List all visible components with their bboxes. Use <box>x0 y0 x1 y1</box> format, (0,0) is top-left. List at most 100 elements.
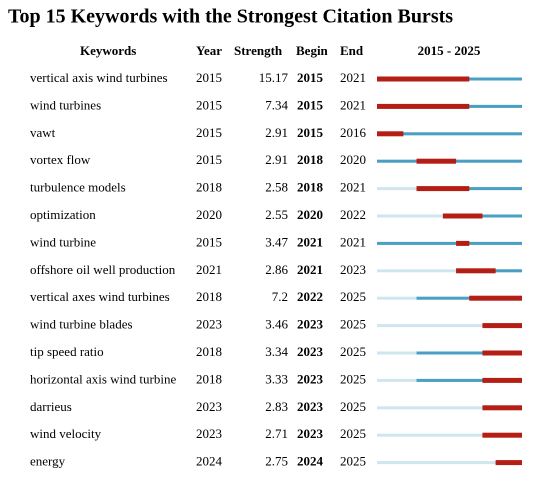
column-header: End <box>340 43 364 58</box>
column-header: Strength <box>234 43 283 58</box>
year: 2023 <box>196 317 222 332</box>
timeline-track <box>377 433 522 437</box>
burst-bar <box>469 295 522 301</box>
active-span <box>416 378 522 382</box>
keyword: darrieus <box>30 399 72 414</box>
burst-bar <box>482 377 522 383</box>
year: 2015 <box>196 125 222 140</box>
year: 2018 <box>196 344 222 359</box>
end: 2025 <box>340 344 366 359</box>
end: 2022 <box>340 207 366 222</box>
strength: 2.83 <box>265 399 288 414</box>
begin: 2021 <box>297 234 323 249</box>
year: 2020 <box>196 207 222 222</box>
keyword: vertical axis wind turbines <box>30 70 168 85</box>
timeline-track <box>377 406 522 410</box>
strength: 7.2 <box>272 289 288 304</box>
year: 2021 <box>196 262 222 277</box>
year: 2018 <box>196 289 222 304</box>
begin: 2015 <box>297 97 324 112</box>
end: 2021 <box>340 180 366 195</box>
begin: 2023 <box>297 371 324 386</box>
keyword: tip speed ratio <box>30 344 104 359</box>
keyword: vertical axes wind turbines <box>30 289 170 304</box>
strength: 7.34 <box>265 97 288 112</box>
keyword: wind velocity <box>30 426 102 441</box>
end: 2021 <box>340 234 366 249</box>
keyword: wind turbine <box>30 234 96 249</box>
end: 2016 <box>340 125 367 140</box>
strength: 2.91 <box>265 125 288 140</box>
year: 2018 <box>196 371 222 386</box>
keyword: offshore oil well production <box>30 262 176 277</box>
burst-bar <box>456 240 470 246</box>
year: 2015 <box>196 152 222 167</box>
active-span <box>416 296 522 300</box>
keyword: turbulence models <box>30 180 126 195</box>
burst-bar <box>495 460 522 466</box>
burst-bar <box>416 186 470 192</box>
begin: 2023 <box>297 426 324 441</box>
end: 2021 <box>340 97 366 112</box>
strength: 3.33 <box>265 371 288 386</box>
column-header: Year <box>196 43 222 58</box>
strength: 2.71 <box>265 426 288 441</box>
begin: 2021 <box>297 262 323 277</box>
burst-bar <box>377 76 470 82</box>
burst-bar <box>377 131 404 137</box>
begin: 2023 <box>297 399 324 414</box>
strength: 2.58 <box>265 180 288 195</box>
timeline-track <box>377 461 522 465</box>
column-header: Keywords <box>80 43 136 58</box>
active-span <box>377 241 522 245</box>
keyword: optimization <box>30 207 96 222</box>
end: 2025 <box>340 371 366 386</box>
keyword: wind turbines <box>30 97 101 112</box>
keyword: vortex flow <box>30 152 91 167</box>
keyword: vawt <box>30 125 56 140</box>
timeline-track <box>377 324 522 328</box>
keyword: horizontal axis wind turbine <box>30 371 176 386</box>
burst-bar <box>482 432 522 438</box>
strength: 3.34 <box>265 344 288 359</box>
begin: 2024 <box>297 454 324 469</box>
end: 2023 <box>340 262 366 277</box>
year: 2015 <box>196 97 222 112</box>
column-header: Begin <box>296 43 329 58</box>
burst-bar <box>482 350 522 356</box>
burst-bar <box>416 158 457 164</box>
active-span <box>377 132 522 136</box>
year: 2023 <box>196 426 222 441</box>
year: 2015 <box>196 70 222 85</box>
year: 2018 <box>196 180 222 195</box>
year: 2023 <box>196 399 222 414</box>
strength: 15.17 <box>259 70 289 85</box>
strength: 2.75 <box>265 454 288 469</box>
title: Top 15 Keywords with the Strongest Citat… <box>8 6 453 28</box>
year: 2015 <box>196 234 222 249</box>
end: 2025 <box>340 426 366 441</box>
end: 2025 <box>340 454 366 469</box>
begin: 2015 <box>297 70 324 85</box>
end: 2025 <box>340 317 366 332</box>
begin: 2018 <box>297 180 324 195</box>
keyword: energy <box>30 454 66 469</box>
burst-bar <box>482 405 522 411</box>
strength: 2.86 <box>265 262 288 277</box>
end: 2021 <box>340 70 366 85</box>
strength: 2.91 <box>265 152 288 167</box>
begin: 2023 <box>297 344 324 359</box>
begin: 2015 <box>297 125 324 140</box>
begin: 2022 <box>297 289 323 304</box>
active-span <box>416 351 522 355</box>
strength: 3.47 <box>265 234 288 249</box>
burst-bar <box>482 323 522 329</box>
year: 2024 <box>196 454 223 469</box>
burst-bar <box>442 213 483 219</box>
keyword: wind turbine blades <box>30 317 133 332</box>
burst-bar <box>456 268 496 274</box>
begin: 2020 <box>297 207 323 222</box>
begin: 2023 <box>297 317 324 332</box>
end: 2020 <box>340 152 366 167</box>
